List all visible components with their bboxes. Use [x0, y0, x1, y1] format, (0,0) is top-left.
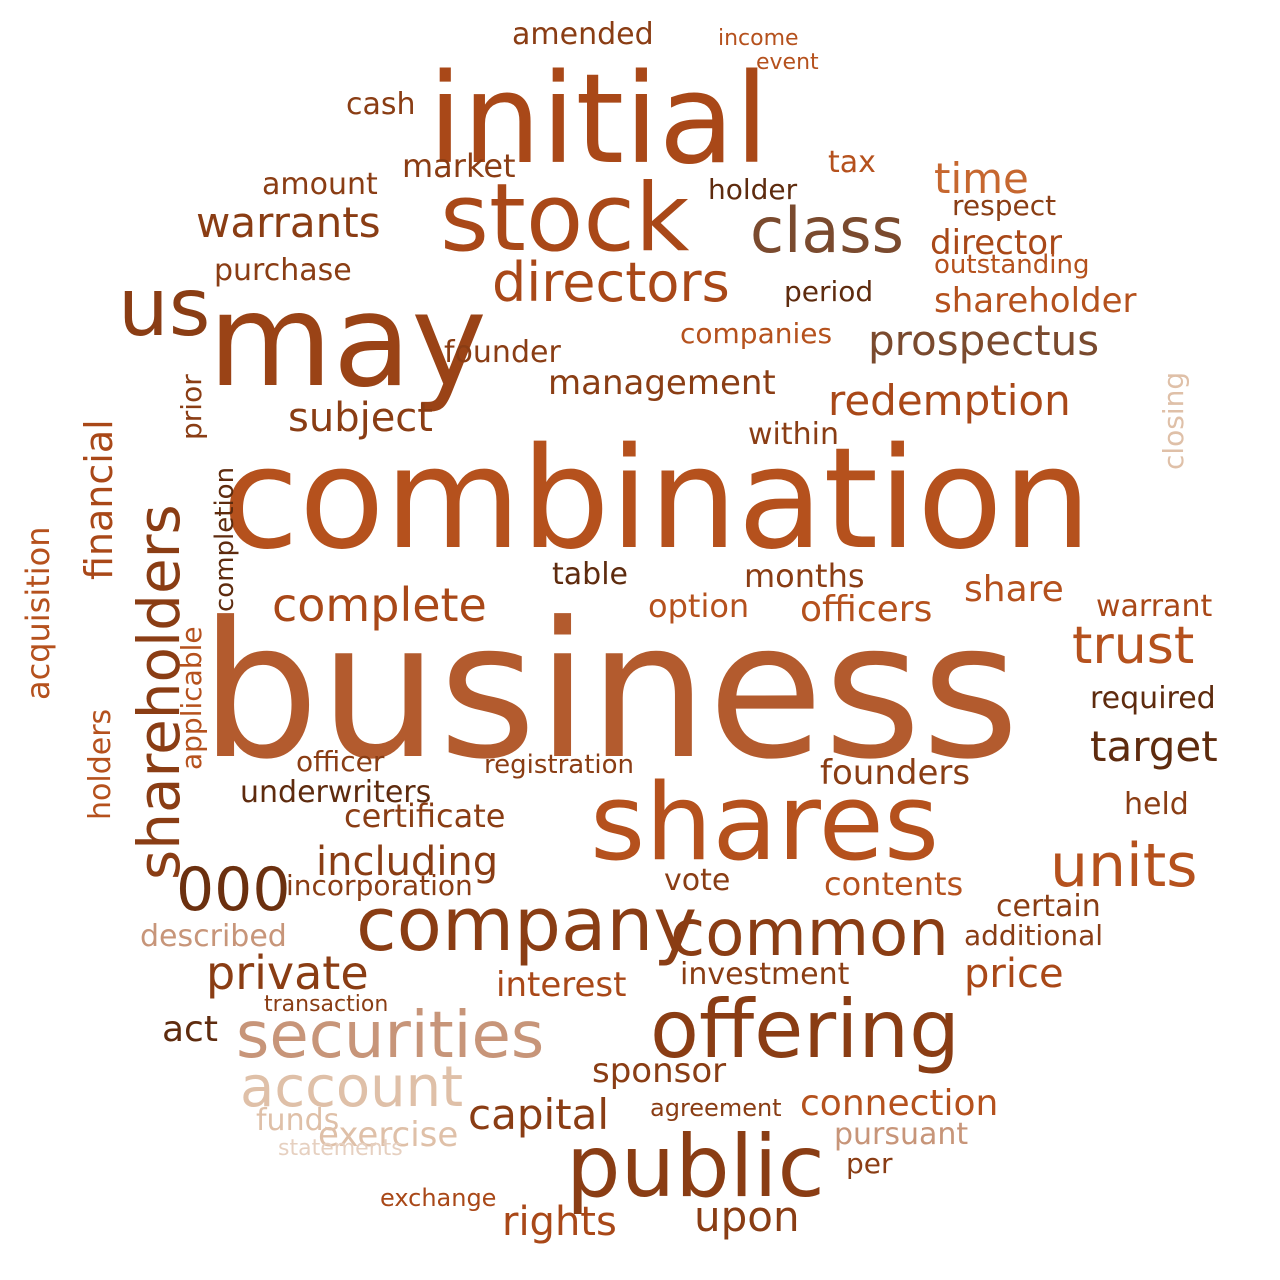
word-target: target: [1090, 722, 1218, 771]
word-agreement: agreement: [650, 1094, 782, 1122]
word-redemption: redemption: [828, 376, 1071, 425]
word-complete: complete: [272, 578, 487, 632]
word-income: income: [718, 26, 799, 51]
word-securities: securities: [236, 999, 545, 1073]
word-us: us: [118, 261, 211, 354]
word-financial: financial: [77, 419, 121, 580]
word-warrant: warrant: [1096, 589, 1213, 624]
word-investment: investment: [680, 957, 850, 992]
word-sponsor: sponsor: [592, 1051, 727, 1091]
word-contents: contents: [824, 865, 964, 903]
word-exchange: exchange: [380, 1184, 497, 1212]
word-offering: offering: [650, 983, 960, 1076]
word-including: including: [316, 839, 499, 885]
word-exercise: exercise: [318, 1115, 459, 1155]
word-period: period: [784, 275, 874, 308]
word-warrants: warrants: [196, 198, 381, 247]
word-interest: interest: [496, 965, 627, 1005]
word-purchase: purchase: [214, 253, 352, 288]
word-tax: tax: [828, 145, 876, 180]
word-directors: directors: [492, 251, 730, 314]
word-private: private: [206, 946, 369, 1000]
word-table: table: [552, 557, 628, 592]
word-initial: initial: [428, 48, 769, 192]
word-described: described: [140, 919, 287, 954]
word-capital: capital: [468, 1090, 610, 1139]
word-officer: officer: [296, 745, 385, 778]
word-common: common: [670, 897, 949, 971]
word-required: required: [1090, 681, 1216, 716]
word-act: act: [162, 1009, 218, 1050]
word-transaction: transaction: [264, 992, 389, 1017]
word-amended: amended: [512, 17, 654, 52]
word-registration: registration: [484, 750, 635, 780]
word-rights: rights: [502, 1199, 617, 1245]
word-shares: shares: [590, 761, 940, 884]
word-market: market: [402, 147, 516, 185]
word-public: public: [566, 1117, 825, 1217]
word-outstanding: outstanding: [934, 250, 1090, 280]
word-000: 000: [176, 855, 291, 925]
word-holder: holder: [708, 173, 798, 206]
word-months: months: [744, 557, 865, 595]
word-certificate: certificate: [344, 797, 506, 835]
word-share: share: [964, 569, 1064, 610]
word-stock: stock: [440, 164, 690, 273]
word-held: held: [1124, 787, 1189, 822]
word-connection: connection: [800, 1083, 999, 1124]
word-respect: respect: [952, 189, 1057, 222]
word-may: may: [208, 267, 487, 416]
word-acquisition: acquisition: [19, 526, 57, 700]
word-business: business: [200, 582, 1020, 801]
word-companies: companies: [680, 317, 833, 350]
word-units: units: [1050, 831, 1198, 901]
word-founders: founders: [820, 753, 971, 793]
word-class: class: [750, 194, 904, 267]
word-within: within: [748, 417, 839, 452]
word-pursuant: pursuant: [834, 1117, 969, 1152]
word-director: director: [930, 223, 1062, 263]
word-event: event: [756, 50, 819, 75]
word-holders: holders: [83, 708, 118, 820]
word-per: per: [846, 1147, 893, 1180]
word-applicable: applicable: [175, 626, 208, 770]
word-price: price: [964, 951, 1064, 997]
word-time: time: [934, 154, 1029, 203]
word-trust: trust: [1072, 616, 1195, 676]
word-completion: completion: [210, 466, 240, 612]
word-founder: founder: [444, 335, 561, 370]
word-amount: amount: [262, 167, 378, 202]
word-certain: certain: [996, 889, 1101, 924]
word-company: company: [356, 882, 698, 968]
word-cash: cash: [346, 87, 416, 122]
word-closing: closing: [1157, 371, 1190, 470]
word-funds: funds: [256, 1103, 340, 1138]
word-additional: additional: [964, 919, 1104, 952]
word-incorporation: incorporation: [286, 869, 473, 902]
word-shareholder: shareholder: [934, 281, 1137, 321]
word-prospectus: prospectus: [868, 316, 1100, 365]
word-upon: upon: [694, 1192, 800, 1241]
word-officers: officers: [800, 589, 933, 630]
word-account: account: [240, 1055, 464, 1120]
word-option: option: [648, 587, 750, 625]
word-underwriters: underwriters: [240, 775, 432, 810]
word-management: management: [548, 363, 776, 403]
word-statements: statements: [278, 1136, 403, 1161]
word-combination: combination: [222, 418, 1092, 581]
word-vote: vote: [664, 863, 731, 898]
word-prior: prior: [175, 374, 208, 440]
word-subject: subject: [288, 395, 433, 441]
